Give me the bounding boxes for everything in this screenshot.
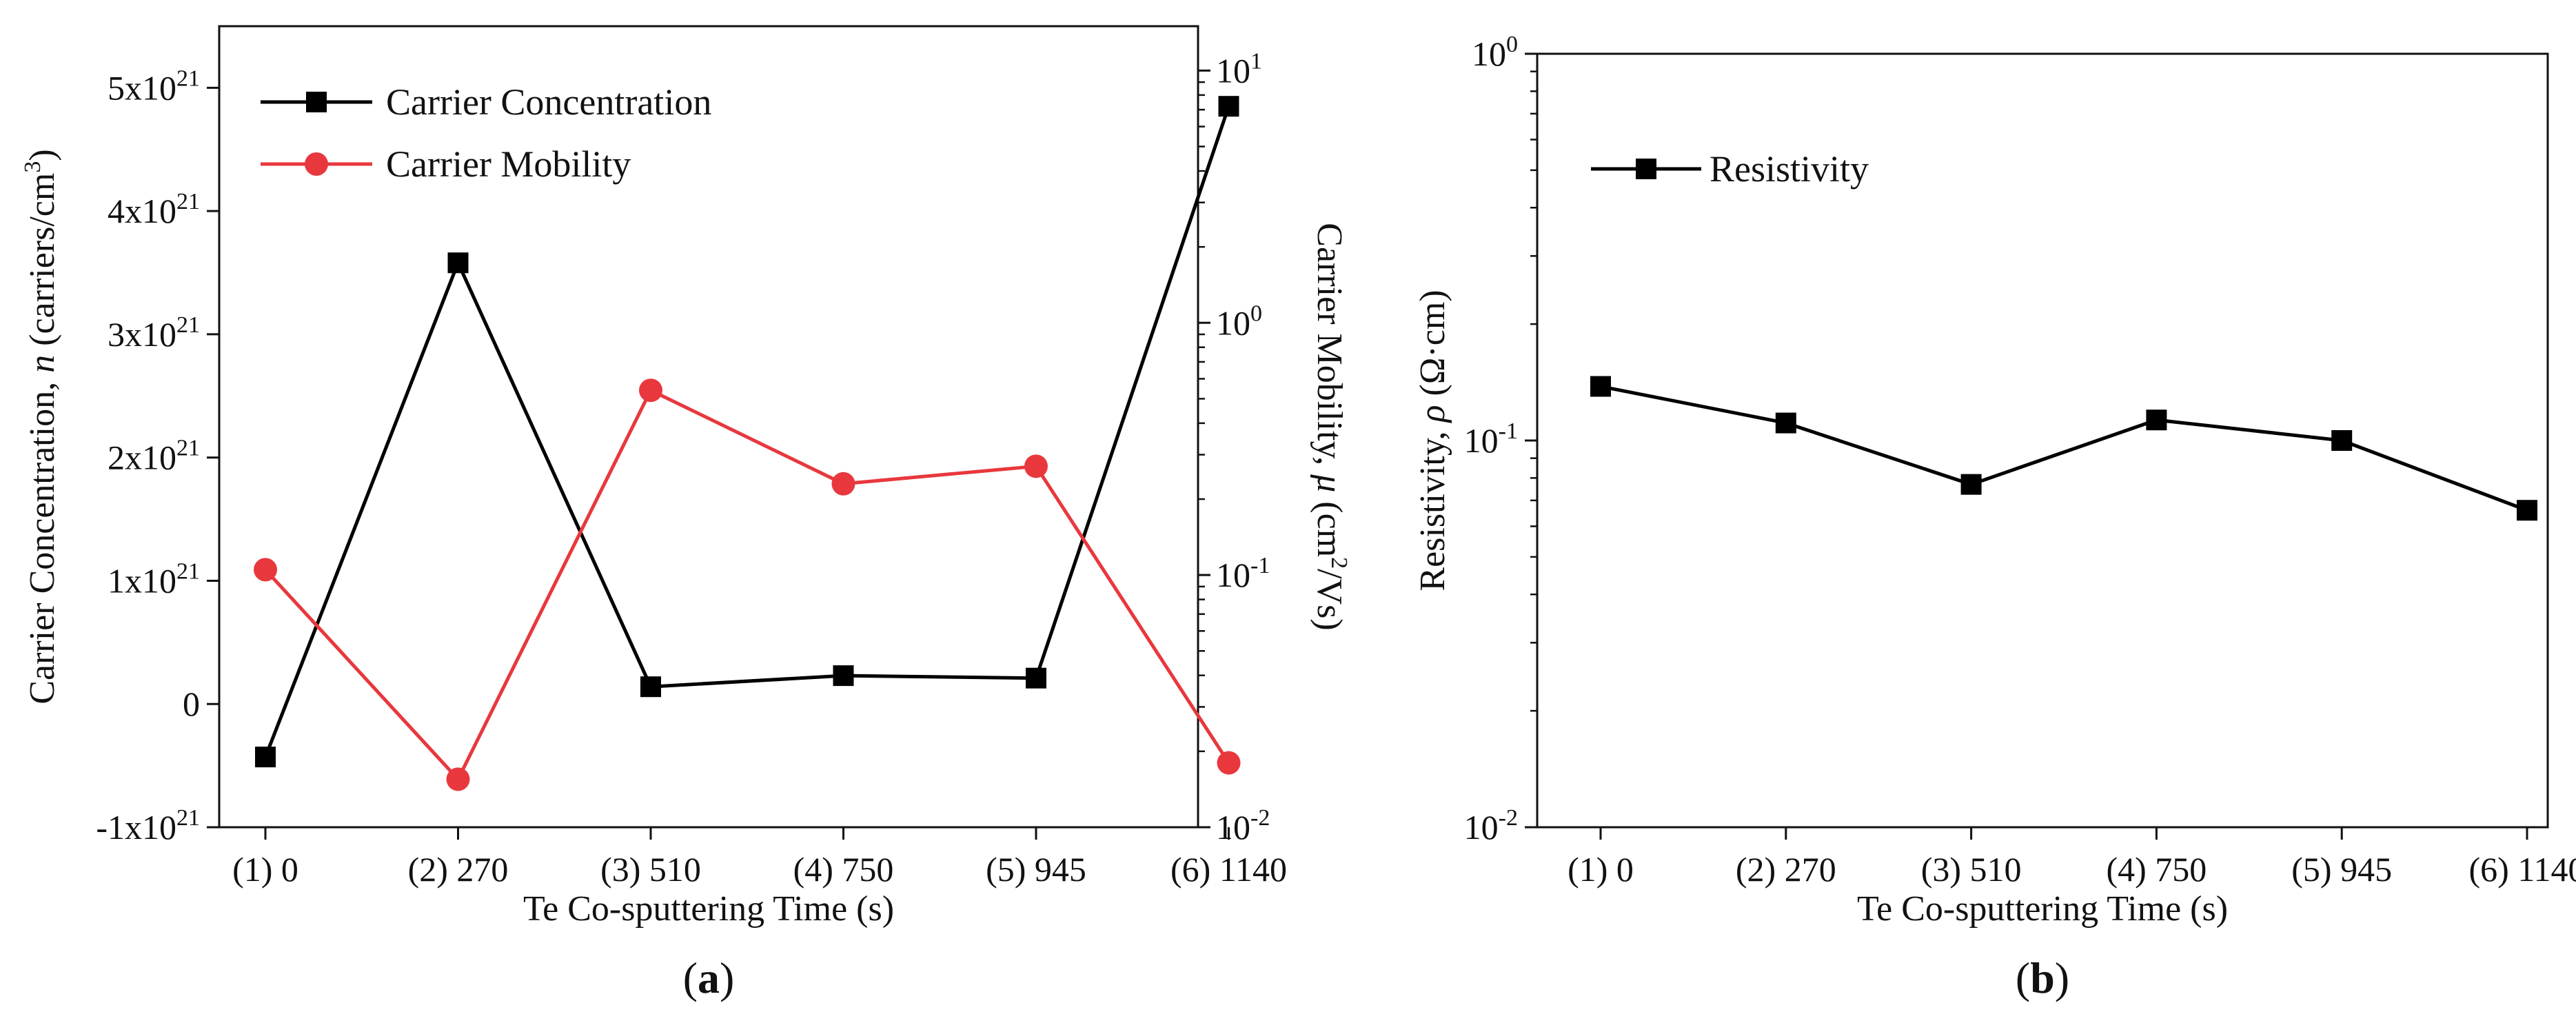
- p1-x-tick-label: (2) 270: [1736, 850, 1836, 889]
- p1-y-tick-label: 10-2: [1464, 805, 1518, 847]
- p1-x-axis-title: Te Co-sputtering Time (s): [1857, 889, 2228, 929]
- p0-x-axis-title: Te Co-sputtering Time (s): [523, 889, 894, 929]
- p0-y-tick-label: 2x1021: [108, 436, 200, 477]
- p0-point-carrier-concentration: [1026, 667, 1046, 689]
- p1-legend-label-resistivity: Resistivity: [1710, 148, 1869, 190]
- p0-legend-marker-carrier-mobility: [305, 152, 328, 176]
- p1-point-resistivity: [2146, 409, 2167, 431]
- panel-a-chart: (1) 0 (2) 270 (3) 510 (4) 750 (5) 945 (6) 114…: [20, 25, 1352, 1002]
- p1-y-axis-title: Resistivity, ρ (Ω·cm): [1413, 290, 1452, 591]
- p0-y-tick-label: 0: [183, 685, 200, 723]
- p0-y2-axis-title: Carrier Mobility, μ (cm2/Vs): [1310, 223, 1352, 630]
- p1-y-tick-label: 10-1: [1464, 418, 1518, 460]
- p0-y-tick-label: 5x1021: [108, 65, 200, 107]
- p1-panel-label: (b): [2016, 953, 2069, 1002]
- p0-y2-tick-label: 10-2: [1216, 805, 1270, 847]
- p1-x-tick-label: (4) 750: [2106, 850, 2207, 889]
- panel-b-chart: (1) 0 (2) 270 (3) 510 (4) 750 (5) 945 (6) 114…: [1413, 32, 2576, 1002]
- p0-point-carrier-mobility: [254, 558, 277, 582]
- p0-point-carrier-concentration: [640, 676, 661, 698]
- p0-y-tick-label: 4x1021: [108, 189, 200, 230]
- p1-series-line-resistivity: [1600, 385, 2528, 512]
- p0-x-tick-label: (1) 0: [232, 850, 298, 889]
- p0-point-carrier-mobility: [831, 472, 855, 496]
- p0-x-tick-label: (2) 270: [408, 850, 509, 889]
- p0-y2-tick-label: 10-1: [1216, 553, 1270, 594]
- p0-x-tick-label: (3) 510: [600, 850, 701, 889]
- p1-point-resistivity: [2331, 430, 2353, 451]
- p1-y-tick-label: 100: [1472, 32, 1518, 73]
- p0-plot-frame: [218, 25, 1199, 829]
- p0-point-carrier-mobility: [446, 767, 470, 791]
- p0-x-tick-label: (4) 750: [793, 850, 894, 889]
- p1-point-resistivity: [1960, 474, 1982, 495]
- p1-point-resistivity: [2517, 500, 2537, 521]
- p0-legend-marker-carrier-concentration: [306, 92, 327, 112]
- p1-legend-marker-resistivity: [1636, 159, 1656, 179]
- p1-x-tick-label: (6) 1140: [2469, 850, 2576, 889]
- p1-point-resistivity: [1775, 412, 1796, 434]
- p0-point-carrier-mobility: [1217, 751, 1241, 775]
- p0-point-carrier-mobility: [639, 378, 662, 403]
- p0-x-tick-label: (6) 1140: [1170, 850, 1287, 889]
- p1-x-tick-label: (3) 510: [1921, 850, 2022, 889]
- p0-series-line-carrier-concentration: [263, 105, 1230, 758]
- p0-point-carrier-concentration: [255, 747, 276, 768]
- p1-point-resistivity: [1590, 376, 1611, 397]
- p0-y2-tick-label: 101: [1216, 48, 1262, 90]
- p0-x-tick-label: (5) 945: [986, 850, 1086, 889]
- p0-y-tick-label: 1x1021: [108, 558, 200, 600]
- p0-y2-tick-label: 100: [1216, 301, 1262, 342]
- p0-y-axis-title: Carrier Concentration, n (carriers/cm3): [20, 149, 62, 704]
- p0-panel-label: (a): [683, 953, 735, 1002]
- p0-legend-label-carrier-mobility: Carrier Mobility: [386, 143, 631, 185]
- p0-point-carrier-concentration: [833, 665, 854, 687]
- p0-series-line-carrier-mobility: [264, 387, 1230, 782]
- p0-y-tick-label: 3x1021: [108, 312, 200, 354]
- p0-point-carrier-mobility: [1024, 454, 1048, 478]
- p1-x-tick-label: (1) 0: [1568, 850, 1634, 889]
- p0-legend-label-carrier-concentration: Carrier Concentration: [386, 81, 711, 123]
- p1-x-tick-label: (5) 945: [2291, 850, 2392, 889]
- p0-point-carrier-concentration: [447, 252, 469, 274]
- p0-point-carrier-concentration: [1218, 96, 1239, 117]
- p0-y-tick-label: -1x1021: [96, 805, 200, 847]
